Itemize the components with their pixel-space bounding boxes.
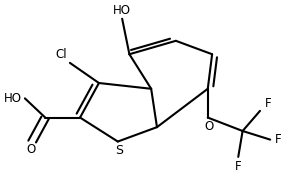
Text: F: F bbox=[274, 133, 281, 146]
Text: Cl: Cl bbox=[55, 48, 67, 61]
Text: HO: HO bbox=[113, 4, 131, 17]
Text: O: O bbox=[205, 121, 214, 133]
Text: F: F bbox=[235, 160, 241, 173]
Text: S: S bbox=[115, 144, 123, 157]
Text: F: F bbox=[264, 97, 271, 110]
Text: HO: HO bbox=[4, 92, 22, 105]
Text: O: O bbox=[26, 144, 35, 156]
